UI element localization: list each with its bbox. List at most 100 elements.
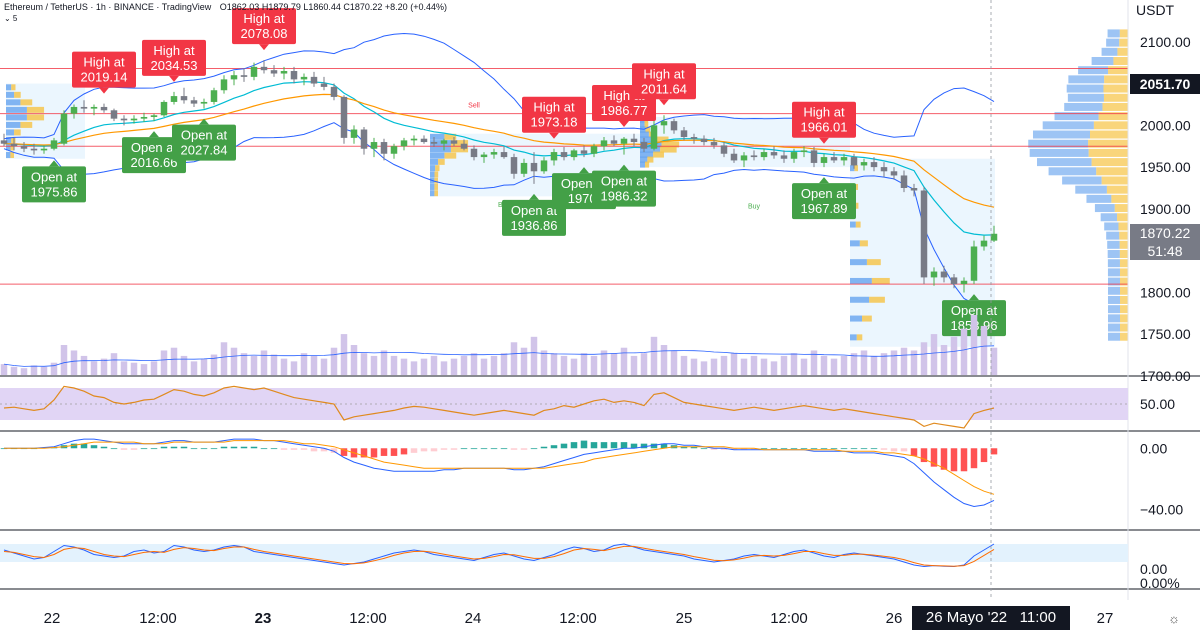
- macd-histogram-bar: [410, 448, 418, 453]
- callout-pointer: [819, 177, 829, 184]
- callout-value: 1967.89: [801, 201, 848, 216]
- macd-histogram-bar: [130, 448, 138, 450]
- volume-profile-bar-buy: [430, 133, 445, 140]
- stochastic-pane: 0.000.00%: [0, 543, 1180, 591]
- volume-profile-bar-sell: [11, 84, 16, 91]
- macd-histogram-bar: [480, 448, 488, 450]
- callout-value: 1986.77: [601, 103, 648, 118]
- candle-body: [370, 142, 378, 149]
- volume-bar: [30, 365, 38, 375]
- callout-value: 2016.66: [131, 155, 178, 170]
- macd-histogram-bar: [420, 448, 428, 452]
- callout-pointer: [619, 164, 629, 171]
- macd-histogram-bar: [320, 448, 328, 452]
- candle-body: [50, 140, 58, 149]
- volume-profile-bar-sell: [866, 259, 881, 266]
- visible-range-profile-bar: [1119, 38, 1128, 47]
- callout-pointer: [199, 118, 209, 125]
- volume-profile-bar-sell: [11, 136, 16, 143]
- visible-range-profile-bar: [1089, 130, 1128, 139]
- candle-body: [260, 66, 268, 71]
- candle-body: [800, 150, 808, 153]
- macd-axis-tick: 0.00: [1140, 440, 1167, 456]
- candle-body: [920, 190, 928, 278]
- candle-body: [30, 148, 38, 151]
- visible-range-profile-bar: [1101, 176, 1128, 185]
- volume-bar: [830, 358, 838, 375]
- visible-range-profile-bar: [1117, 47, 1128, 56]
- volume-bar: [620, 347, 628, 375]
- callout-label: Open at: [31, 169, 78, 184]
- volume-bar: [260, 350, 268, 375]
- visible-range-profile-bar: [1106, 231, 1120, 240]
- candle-body: [0, 140, 8, 144]
- price-axis-tick: 1750.00: [1140, 326, 1191, 342]
- volume-bar: [100, 358, 108, 375]
- candle-body: [710, 142, 718, 146]
- time-axis-tick: 12:00: [559, 610, 597, 627]
- candle-body: [890, 171, 898, 176]
- macd-histogram-bar: [340, 448, 348, 456]
- volume-profile-bar-sell: [435, 165, 440, 172]
- candle-body: [460, 143, 468, 149]
- volume-bar: [640, 353, 648, 375]
- time-axis-tick: 12:00: [770, 610, 808, 627]
- macd-histogram-bar: [170, 446, 178, 449]
- volume-profile-bar-sell: [854, 165, 859, 172]
- indicator-toggle[interactable]: ⌄ 5: [4, 14, 18, 23]
- candle-body: [130, 118, 138, 121]
- volume-profile-bar-sell: [871, 277, 890, 284]
- macd-histogram-bar: [980, 448, 988, 463]
- visible-range-profile-bar: [1119, 231, 1128, 240]
- last-price-tag: 1870.22 51:48: [1130, 224, 1200, 260]
- volume-bar: [120, 361, 128, 375]
- macd-histogram-bar: [80, 443, 88, 449]
- candle-body: [720, 145, 728, 154]
- volume-profile-bar-sell: [14, 91, 21, 98]
- macd-histogram-bar: [600, 442, 608, 449]
- candle-body: [750, 155, 758, 158]
- ema-fast-line: [3, 81, 995, 236]
- macd-histogram-bar: [650, 443, 658, 449]
- volume-profile-bar-buy: [430, 183, 435, 190]
- settings-gear-icon[interactable]: ☼: [1168, 611, 1180, 626]
- candle-body: [910, 188, 918, 191]
- volume-bar: [270, 354, 278, 375]
- visible-range-profile-bar: [1048, 167, 1097, 176]
- volume-ma-line: [3, 345, 995, 367]
- volume-profile-bar-sell: [444, 133, 457, 140]
- candle-body: [290, 71, 298, 80]
- volume-profile-bar-buy: [640, 151, 654, 158]
- volume-profile-bar-sell: [20, 99, 33, 106]
- visible-range-profile-bar: [1103, 84, 1128, 93]
- volume-bar: [750, 355, 758, 375]
- rsi-line: [3, 385, 995, 429]
- volume-profile-bar-sell: [645, 126, 650, 133]
- volume-bar: [580, 353, 588, 375]
- candle-body: [220, 79, 228, 91]
- volume-profile-bar-sell: [20, 121, 33, 128]
- volume-bar: [150, 361, 158, 375]
- macd-histogram-bar: [660, 443, 668, 449]
- candle-body: [430, 142, 438, 144]
- callout-label: Open at: [511, 203, 558, 218]
- candle-body: [200, 101, 208, 104]
- callout-box: [792, 183, 856, 220]
- candle-body: [580, 150, 588, 154]
- callout-value: 2011.64: [641, 81, 687, 96]
- visible-range-profile-bar: [1062, 176, 1102, 185]
- callout-value: 2027.84: [181, 143, 228, 158]
- candle-body: [550, 152, 558, 161]
- candle-body: [820, 157, 828, 163]
- candle-body: [620, 138, 628, 144]
- volume-profile-bar-sell: [434, 171, 439, 178]
- candle-body: [360, 129, 368, 149]
- volume-bar: [130, 362, 138, 375]
- visible-range-profile-bar: [1066, 84, 1104, 93]
- volume-bar: [450, 358, 458, 375]
- volume-bar: [480, 358, 488, 375]
- time-axis-tick: 23: [255, 610, 272, 627]
